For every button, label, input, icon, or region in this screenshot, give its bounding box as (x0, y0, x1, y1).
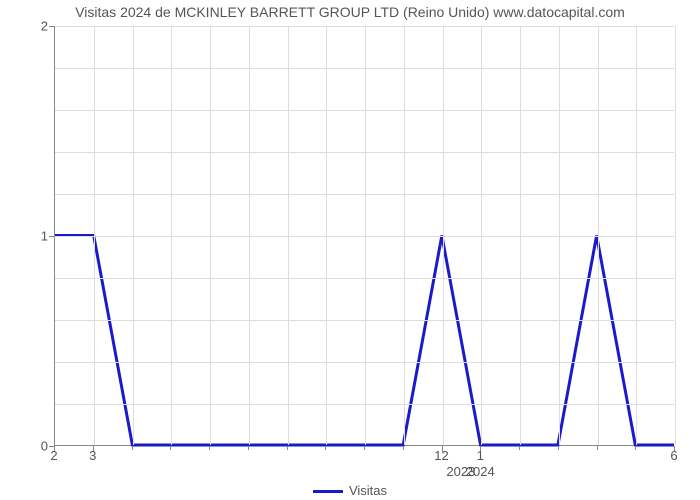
gridline-v-minor (133, 26, 134, 445)
gridline-v-minor (404, 26, 405, 445)
gridline-v-minor (559, 26, 560, 445)
gridline-v-minor (326, 26, 327, 445)
x-tick-mark-minor (635, 446, 636, 450)
gridline-v-minor (365, 26, 366, 445)
gridline-v (94, 26, 95, 445)
y-tick-mark (49, 26, 54, 27)
x-tick-mark-minor (519, 446, 520, 450)
legend-label: Visitas (349, 483, 387, 498)
gridline-v-minor (210, 26, 211, 445)
x-tick-label: 12 (434, 448, 448, 463)
legend: Visitas (0, 483, 700, 498)
gridline-v (675, 26, 676, 445)
legend-swatch (313, 490, 343, 493)
x-tick-mark-minor (403, 446, 404, 450)
x-tick-mark-minor (287, 446, 288, 450)
y-tick-label: 0 (8, 439, 48, 454)
gridline-v-minor (636, 26, 637, 445)
x-tick-mark-minor (558, 446, 559, 450)
plot-area (54, 26, 674, 446)
gridline-v-minor (249, 26, 250, 445)
x-tick-mark-minor (132, 446, 133, 450)
gridline-v (443, 26, 444, 445)
gridline-v-minor (598, 26, 599, 445)
x-tick-mark-minor (364, 446, 365, 450)
x-tick-mark-minor (597, 446, 598, 450)
chart-title: Visitas 2024 de MCKINLEY BARRETT GROUP L… (0, 4, 700, 20)
x-tick-label: 3 (89, 448, 96, 463)
x-tick-label: 2 (50, 448, 57, 463)
x-tick-mark-minor (248, 446, 249, 450)
x-tick-label: 1 (477, 448, 484, 463)
x-tick-sublabel: 2023 (446, 464, 475, 479)
x-tick-mark-minor (209, 446, 210, 450)
y-tick-mark (49, 236, 54, 237)
gridline-v-minor (520, 26, 521, 445)
y-tick-label: 2 (8, 19, 48, 34)
x-tick-mark-minor (325, 446, 326, 450)
gridline-v (481, 26, 482, 445)
x-tick-mark-minor (170, 446, 171, 450)
gridline-v-minor (171, 26, 172, 445)
gridline-v-minor (288, 26, 289, 445)
y-tick-label: 1 (8, 229, 48, 244)
x-tick-label: 6 (670, 448, 677, 463)
